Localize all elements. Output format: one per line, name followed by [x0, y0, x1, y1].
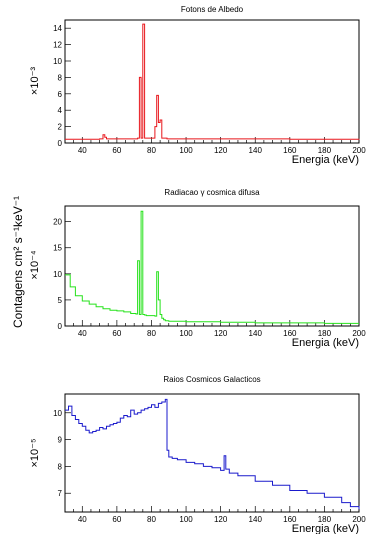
x-tick-label: 160 — [283, 515, 297, 524]
x-tick-label: 140 — [249, 329, 263, 338]
x-tick-label: 60 — [112, 146, 121, 155]
x-tick-label: 60 — [112, 329, 121, 338]
y-tick-label: 10 — [53, 409, 62, 418]
x-tick-label: 200 — [352, 515, 366, 524]
x-tick-label: 40 — [78, 146, 87, 155]
y-tick-label: 8 — [58, 73, 63, 82]
plot-frame — [64, 19, 360, 144]
x-tick-label: 120 — [214, 329, 228, 338]
x-tick-label: 80 — [147, 146, 156, 155]
x-tick-label: 160 — [283, 146, 297, 155]
y-tick-label: 10 — [53, 270, 62, 279]
series-line — [65, 398, 360, 510]
y-tick-label: 4 — [58, 106, 63, 115]
y-axis-multiplier: ×10⁻⁴ — [29, 250, 41, 279]
y-tick-label: 5 — [58, 296, 63, 305]
y-tick-label: 14 — [53, 24, 62, 33]
y-tick-label: 12 — [53, 41, 62, 50]
x-tick-label: 40 — [78, 515, 87, 524]
plot-frame — [64, 205, 360, 327]
y-tick-label: 9 — [58, 436, 63, 445]
x-tick-label: 140 — [249, 146, 263, 155]
y-tick-label: 6 — [58, 90, 63, 99]
y-tick-label: 7 — [58, 489, 63, 498]
plot-frame — [64, 393, 360, 513]
x-tick-label: 160 — [283, 329, 297, 338]
chart-title: Fotons de Albedo — [181, 5, 244, 14]
x-tick-label: 100 — [179, 329, 193, 338]
x-tick-label: 140 — [249, 515, 263, 524]
x-tick-label: 60 — [112, 515, 121, 524]
series-line — [65, 23, 360, 140]
y-tick-label: 20 — [53, 218, 62, 227]
y-axis-multiplier: ×10⁻⁵ — [29, 438, 41, 467]
chart-title: Raios Cosmicos Galacticos — [163, 375, 260, 384]
chart-title: Radiacao γ cosmica difusa — [164, 188, 260, 197]
x-axis-label: Energia (keV) — [292, 337, 359, 349]
x-tick-label: 120 — [214, 146, 228, 155]
shared-y-axis-label: Contagens cm² s⁻¹keV⁻¹ — [11, 196, 25, 328]
x-tick-label: 180 — [318, 515, 332, 524]
x-tick-label: 100 — [179, 515, 193, 524]
x-tick-label: 180 — [318, 146, 332, 155]
x-tick-label: 80 — [147, 329, 156, 338]
x-tick-label: 200 — [352, 329, 366, 338]
y-tick-label: 10 — [53, 57, 62, 66]
y-tick-label: 15 — [53, 244, 62, 253]
y-tick-label: 0 — [58, 139, 63, 148]
x-tick-label: 200 — [352, 146, 366, 155]
series-line — [65, 210, 359, 324]
y-tick-label: 0 — [58, 322, 63, 331]
x-axis-label: Energia (keV) — [292, 154, 359, 166]
y-tick-label: 8 — [58, 462, 63, 471]
x-tick-label: 120 — [214, 515, 228, 524]
y-tick-label: 2 — [58, 123, 63, 132]
x-tick-label: 180 — [318, 329, 332, 338]
x-tick-label: 80 — [147, 515, 156, 524]
y-axis-multiplier: ×10⁻³ — [29, 67, 41, 95]
x-tick-label: 40 — [78, 329, 87, 338]
x-axis-label: Energia (keV) — [292, 523, 359, 534]
x-tick-label: 100 — [179, 146, 193, 155]
